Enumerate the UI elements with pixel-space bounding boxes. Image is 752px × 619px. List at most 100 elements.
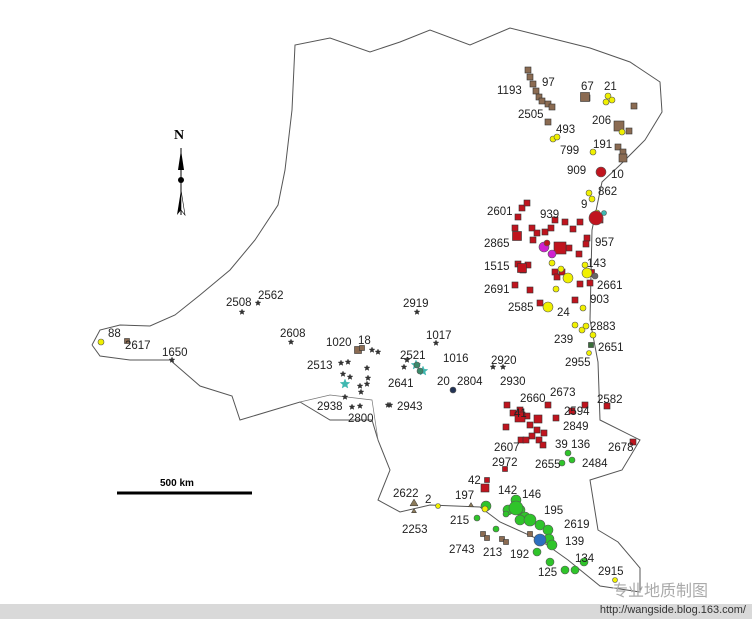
site-label: 2594 (564, 406, 590, 418)
circle-marker (481, 505, 489, 513)
square-marker (503, 539, 509, 545)
circle-marker (97, 338, 105, 346)
circle-marker (533, 533, 547, 547)
site-label: 2622 (393, 488, 419, 500)
star-marker (363, 380, 371, 387)
site-label: 2253 (402, 524, 428, 536)
square-marker (529, 80, 537, 88)
site-label: 862 (598, 186, 617, 198)
circle-marker (601, 210, 607, 216)
scale-label: 500 km (160, 478, 194, 489)
circle-marker (502, 510, 510, 518)
star-marker (357, 388, 365, 395)
site-label: 2915 (598, 566, 624, 578)
site-label: 1020 (326, 337, 352, 349)
site-label: 239 (554, 334, 573, 346)
site-label: 136 (571, 439, 590, 451)
square-marker (603, 402, 611, 410)
circle-marker (534, 519, 546, 531)
square-marker (618, 153, 628, 163)
site-label: 2562 (258, 290, 284, 302)
site-label: 493 (556, 124, 575, 136)
site-label: 2920 (491, 355, 517, 367)
footer-bar: http://wangside.blog.163.com/ (0, 604, 752, 619)
square-marker (526, 286, 534, 294)
square-marker (625, 127, 633, 135)
internal-border (299, 394, 379, 441)
square-marker (552, 414, 560, 422)
square-marker (526, 73, 534, 81)
square-marker (629, 438, 637, 446)
site-label: 1650 (162, 347, 188, 359)
square-marker (502, 423, 510, 431)
site-label: 42 (468, 475, 481, 487)
square-marker (511, 281, 519, 289)
square-marker (539, 441, 547, 449)
circle-marker (523, 513, 537, 527)
square-marker (503, 401, 511, 409)
site-label: 939 (540, 209, 559, 221)
square-marker (547, 224, 555, 232)
square-marker (512, 231, 522, 241)
square-marker (480, 483, 490, 493)
star-marker (413, 308, 421, 315)
square-marker (480, 531, 486, 537)
site-label: 2955 (565, 357, 591, 369)
site-label: 2508 (226, 297, 252, 309)
circle-marker (589, 331, 597, 339)
site-label: 2607 (494, 442, 520, 454)
site-label: 197 (455, 490, 474, 502)
star-marker (386, 401, 394, 408)
site-label: 2800 (348, 413, 374, 425)
square-marker (523, 199, 531, 207)
circle-marker (416, 367, 424, 375)
site-label: 2943 (397, 401, 423, 413)
star-marker (344, 358, 352, 365)
square-marker (576, 280, 584, 288)
circle-marker (612, 577, 618, 583)
circle-marker (571, 321, 579, 329)
circle-marker (548, 259, 556, 267)
site-label: 20 (437, 376, 450, 388)
site-label: 2619 (564, 519, 590, 531)
star-marker (341, 393, 349, 400)
site-label: 909 (567, 165, 586, 177)
site-label: 2972 (492, 457, 518, 469)
site-label: 2661 (597, 280, 623, 292)
site-label: 195 (544, 505, 563, 517)
site-label: 1017 (426, 330, 452, 342)
circle-marker (579, 557, 589, 567)
circle-marker (546, 539, 558, 551)
site-label: 206 (592, 115, 611, 127)
site-label: 21 (604, 81, 617, 93)
site-label: 191 (593, 139, 612, 151)
circle-marker (557, 265, 565, 273)
site-label: 1016 (443, 353, 469, 365)
site-label: 213 (483, 547, 502, 559)
site-label: 192 (510, 549, 529, 561)
circle-marker (542, 524, 554, 536)
square-marker (586, 279, 594, 287)
circle-marker (547, 249, 557, 259)
site-label: 1515 (484, 261, 510, 273)
square-marker (124, 338, 130, 344)
square-marker (569, 225, 577, 233)
site-label: 799 (560, 145, 579, 157)
site-label: 88 (108, 328, 121, 340)
circle-marker (591, 272, 599, 280)
square-marker (561, 218, 569, 226)
circle-marker (582, 322, 590, 330)
site-label: 2678 (608, 442, 634, 454)
circle-marker (552, 285, 560, 293)
square-marker (551, 216, 559, 224)
site-label: 2641 (388, 378, 414, 390)
site-label: 2865 (484, 238, 510, 250)
circle-marker (581, 261, 589, 269)
circle-marker (604, 92, 612, 100)
square-marker (544, 401, 552, 409)
site-label: 97 (542, 77, 555, 89)
site-label: 134 (575, 553, 595, 565)
square-marker (514, 411, 526, 423)
star-marker (346, 373, 354, 380)
square-marker (582, 240, 590, 248)
